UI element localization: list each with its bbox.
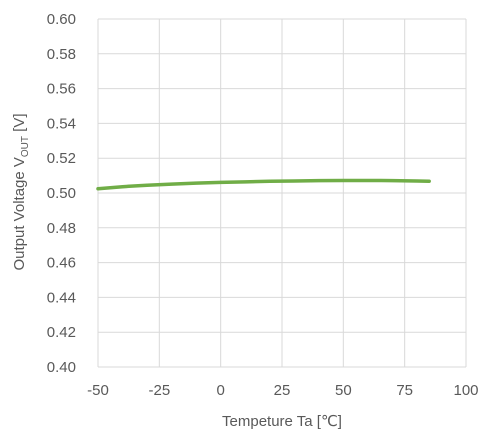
y-axis-title-main: Output Voltage V bbox=[11, 157, 28, 270]
x-gridlines bbox=[97, 19, 467, 367]
y-tick-label: 0.56 bbox=[47, 81, 76, 98]
y-tick-label: 0.42 bbox=[47, 324, 76, 341]
x-tick-label: 75 bbox=[396, 382, 413, 399]
x-tick-label: -25 bbox=[148, 382, 170, 399]
y-axis-title-subscript: OUT bbox=[20, 136, 31, 157]
x-tick-label: -50 bbox=[87, 382, 109, 399]
x-axis-title: Tempeture Ta [℃] bbox=[222, 413, 342, 430]
y-tick-label: 0.54 bbox=[47, 115, 76, 132]
y-tick-labels: 0.40 0.42 0.44 0.46 0.48 0.50 0.52 0.54 0.56 0.58… bbox=[47, 11, 76, 376]
y-axis-title-unit: [V] bbox=[11, 113, 28, 136]
x-tick-label: 25 bbox=[274, 382, 291, 399]
y-tick-label: 0.40 bbox=[47, 359, 76, 376]
y-tick-label: 0.50 bbox=[47, 185, 76, 202]
y-tick-label: 0.52 bbox=[47, 150, 76, 167]
y-tick-label: 0.46 bbox=[47, 255, 76, 272]
x-tick-label: 50 bbox=[335, 382, 352, 399]
x-tick-labels: -50 -25 0 25 50 75 100 bbox=[87, 382, 478, 399]
series-line bbox=[96, 178, 431, 191]
y-tick-label: 0.44 bbox=[47, 289, 76, 306]
series-group bbox=[96, 178, 431, 191]
y-tick-label: 0.48 bbox=[47, 220, 76, 237]
y-tick-label: 0.58 bbox=[47, 46, 76, 63]
x-tick-label: 100 bbox=[453, 382, 478, 399]
y-tick-label: 0.60 bbox=[47, 11, 76, 28]
y-axis-title: Output Voltage VOUT [V] bbox=[11, 113, 31, 270]
x-tick-label: 0 bbox=[216, 382, 224, 399]
